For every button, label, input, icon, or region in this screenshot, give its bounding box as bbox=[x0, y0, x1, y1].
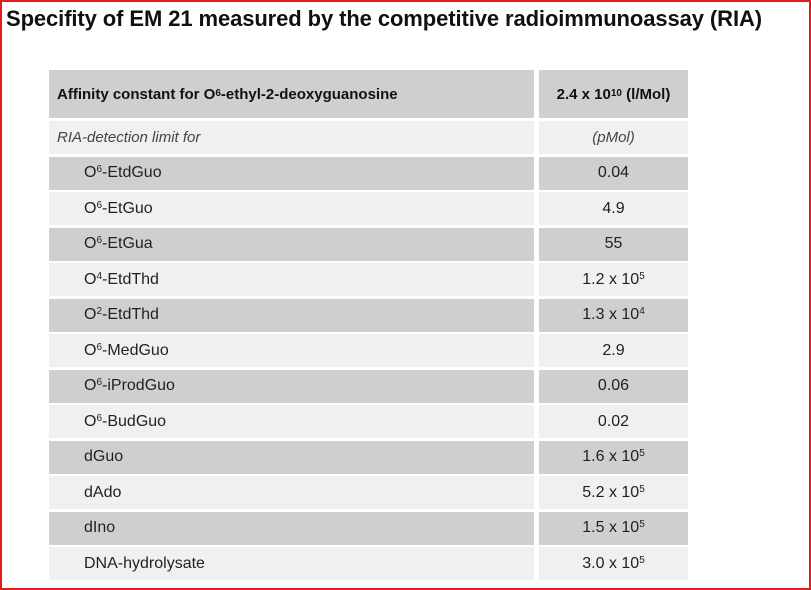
row-label: O 4 -EtdThd bbox=[49, 263, 534, 296]
row-value: 55 bbox=[539, 227, 688, 261]
row-value: 0.06 bbox=[539, 369, 688, 403]
table-row: O 6 -EtGuo 4.9 bbox=[49, 192, 688, 225]
row-label: O 6 -EtGuo bbox=[49, 192, 534, 225]
row-value: 1.6 x 10 5 bbox=[539, 440, 688, 474]
specificity-table: Affinity constant for O6-ethyl-2-deoxygu… bbox=[49, 70, 688, 583]
header-value-cell: 2.4 x 1010 (l/Mol) bbox=[539, 70, 688, 118]
row-label: O 6 -EtGua bbox=[49, 227, 534, 261]
row-value: 0.02 bbox=[539, 405, 688, 438]
row-value: 1.3 x 10 4 bbox=[539, 298, 688, 332]
row-value: 2.9 bbox=[539, 334, 688, 367]
table-row: DNA-hydrolysate 3.0 x 10 5 bbox=[49, 547, 688, 580]
table-row: O 6 -EtGua 55 bbox=[49, 227, 688, 261]
table-row: dIno 1.5 x 10 5 bbox=[49, 511, 688, 545]
row-label: dGuo bbox=[49, 440, 534, 474]
table-row: O 6 -MedGuo 2.9 bbox=[49, 334, 688, 367]
table-row: O 6 -BudGuo 0.02 bbox=[49, 405, 688, 438]
table-body: O 6 -EtdGuo 0.04 O 6 -EtGuo 4.9 O 6 -EtGua 55 O 4 -Etd… bbox=[49, 156, 688, 580]
header-label: Affinity constant for O6-ethyl-2-deoxygu… bbox=[57, 85, 398, 103]
row-value: 5.2 x 10 5 bbox=[539, 476, 688, 509]
header-label-cell: Affinity constant for O6-ethyl-2-deoxygu… bbox=[49, 70, 534, 118]
row-value: 4.9 bbox=[539, 192, 688, 225]
row-label: dAdo bbox=[49, 476, 534, 509]
table-row: O 6 -EtdGuo 0.04 bbox=[49, 156, 688, 190]
row-label: O 6 -EtdGuo bbox=[49, 156, 534, 190]
table-row: O 6 -iProdGuo 0.06 bbox=[49, 369, 688, 403]
table-subheader-row: RIA-detection limit for (pMol) bbox=[49, 121, 688, 154]
subheader-label: RIA-detection limit for bbox=[49, 121, 534, 154]
row-value: 3.0 x 10 5 bbox=[539, 547, 688, 580]
row-value: 1.2 x 10 5 bbox=[539, 263, 688, 296]
table-row: dGuo 1.6 x 10 5 bbox=[49, 440, 688, 474]
table-row: O 4 -EtdThd 1.2 x 10 5 bbox=[49, 263, 688, 296]
table-row: O 2 -EtdThd 1.3 x 10 4 bbox=[49, 298, 688, 332]
table-header-row: Affinity constant for O6-ethyl-2-deoxygu… bbox=[49, 70, 688, 118]
row-label: O 6 -iProdGuo bbox=[49, 369, 534, 403]
header-value: 2.4 x 1010 (l/Mol) bbox=[556, 85, 671, 103]
table-row: dAdo 5.2 x 10 5 bbox=[49, 476, 688, 509]
row-label: O 6 -BudGuo bbox=[49, 405, 534, 438]
row-label: dIno bbox=[49, 511, 534, 545]
subheader-unit: (pMol) bbox=[539, 121, 688, 154]
row-label: O 2 -EtdThd bbox=[49, 298, 534, 332]
page-title: Specifity of EM 21 measured by the compe… bbox=[6, 6, 762, 31]
row-value: 1.5 x 10 5 bbox=[539, 511, 688, 545]
row-label: DNA-hydrolysate bbox=[49, 547, 534, 580]
row-label: O 6 -MedGuo bbox=[49, 334, 534, 367]
row-value: 0.04 bbox=[539, 156, 688, 190]
